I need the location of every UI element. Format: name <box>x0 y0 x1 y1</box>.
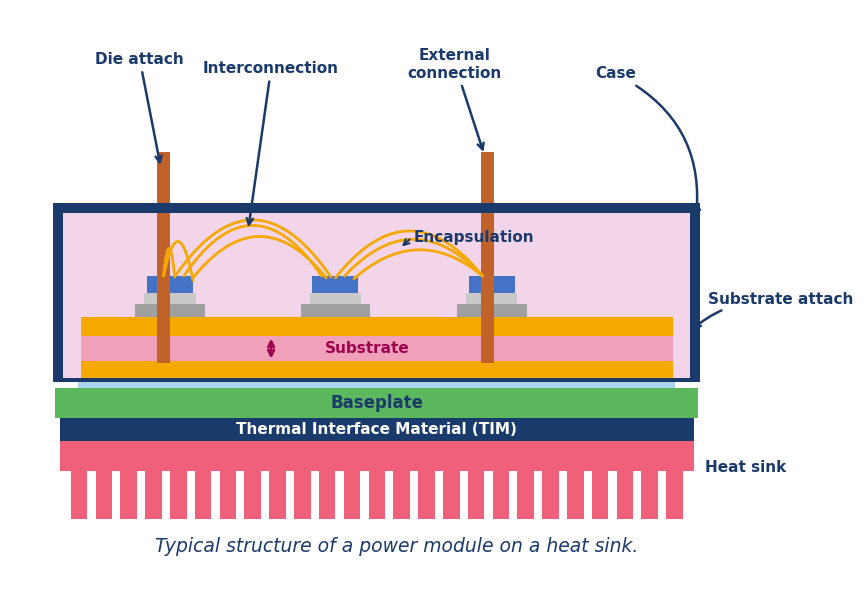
Bar <box>71 471 87 518</box>
Bar <box>120 471 137 518</box>
Bar <box>481 152 494 364</box>
Bar <box>195 471 211 518</box>
Bar <box>157 152 170 364</box>
Bar <box>300 304 370 318</box>
Bar <box>80 335 673 362</box>
Bar <box>310 292 362 304</box>
Bar <box>95 471 112 518</box>
Bar <box>144 292 195 304</box>
Bar <box>443 471 459 518</box>
Bar <box>468 471 484 518</box>
Bar <box>147 276 193 292</box>
Text: Thermal Interface Material (TIM): Thermal Interface Material (TIM) <box>236 422 517 437</box>
Bar <box>469 276 515 292</box>
Text: Baseplate: Baseplate <box>330 394 423 412</box>
Bar <box>394 471 410 518</box>
Bar <box>567 471 584 518</box>
Bar <box>492 471 509 518</box>
Bar <box>666 471 682 518</box>
Bar <box>319 471 336 518</box>
Bar <box>60 417 694 441</box>
Bar <box>54 203 701 213</box>
Bar <box>80 318 673 335</box>
Bar <box>170 471 187 518</box>
Bar <box>592 471 608 518</box>
Bar <box>642 471 658 518</box>
Bar <box>466 292 517 304</box>
Bar <box>517 471 534 518</box>
Bar <box>418 471 435 518</box>
Bar <box>54 203 701 382</box>
Bar <box>294 471 311 518</box>
Text: Interconnection: Interconnection <box>203 61 339 225</box>
Bar <box>269 471 285 518</box>
Text: Substrate attach: Substrate attach <box>695 291 853 328</box>
Bar <box>54 203 63 382</box>
Bar <box>343 471 360 518</box>
Bar <box>54 378 701 382</box>
Bar <box>312 276 358 292</box>
Text: External
connection: External connection <box>407 48 502 150</box>
Bar <box>55 388 698 417</box>
Bar <box>368 471 385 518</box>
Bar <box>135 304 205 318</box>
Text: Typical structure of a power module on a heat sink.: Typical structure of a power module on a… <box>156 537 638 556</box>
Text: Heat sink: Heat sink <box>705 460 786 475</box>
Bar <box>690 203 701 382</box>
Text: Case: Case <box>595 66 700 215</box>
Bar <box>617 471 633 518</box>
Bar <box>220 471 236 518</box>
Bar <box>60 441 694 471</box>
Text: Encapsulation: Encapsulation <box>413 230 535 245</box>
Text: Die attach: Die attach <box>95 52 184 162</box>
Text: Substrate: Substrate <box>325 341 410 356</box>
Bar <box>542 471 559 518</box>
Bar <box>80 362 673 380</box>
Bar <box>457 304 527 318</box>
Bar <box>245 471 261 518</box>
Bar <box>145 471 162 518</box>
Bar <box>78 382 676 388</box>
